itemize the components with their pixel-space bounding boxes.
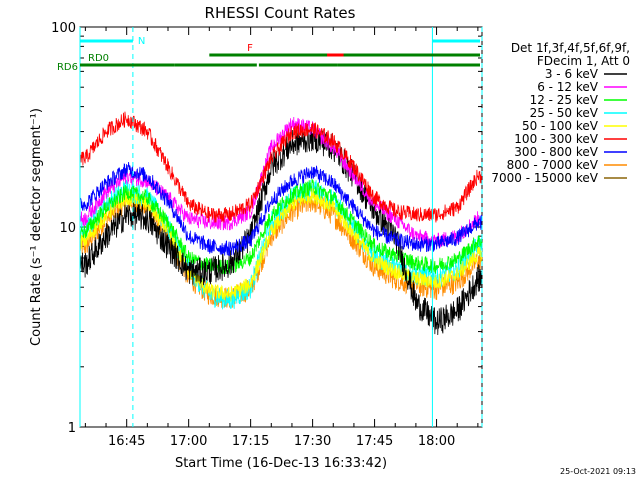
series-line xyxy=(79,179,483,310)
annotation-label: RD0 xyxy=(88,53,109,64)
markers-layer xyxy=(79,27,483,427)
legend-entry-label: 7000 - 15000 keV xyxy=(491,171,598,185)
x-tick-label: 17:00 xyxy=(170,434,207,449)
legend-entry-label: 3 - 6 keV xyxy=(545,67,599,81)
legend-entry-label: 6 - 12 keV xyxy=(537,80,599,94)
y-tick-label: 100 xyxy=(51,21,76,36)
legend-entry-label: 12 - 25 keV xyxy=(530,93,599,107)
x-axis-label: Start Time (16-Dec-13 16:33:42) xyxy=(175,456,387,471)
legend-entry-label: 50 - 100 keV xyxy=(522,119,599,133)
x-tick-label: 16:45 xyxy=(108,434,145,449)
x-tick-label: 17:15 xyxy=(232,434,269,449)
series-line xyxy=(79,178,483,275)
annotation-label: RD6 xyxy=(57,62,78,73)
y-axis-label: Count Rate (s⁻¹ detector segment⁻¹) xyxy=(29,108,44,346)
series-line xyxy=(79,161,483,256)
x-tick-label: 17:30 xyxy=(294,434,331,449)
x-tick-label: 18:00 xyxy=(418,434,455,449)
plot-frame xyxy=(79,26,483,428)
annotation-label: N xyxy=(138,36,145,47)
legend-header: Det 1f,3f,4f,5f,6f,9f, xyxy=(511,41,630,55)
legend: Det 1f,3f,4f,5f,6f,9f,FDecim 1, Att 03 -… xyxy=(491,41,630,185)
annotation-bars: N F RD6 RD0 xyxy=(57,36,480,73)
series-line xyxy=(79,124,483,335)
y-tick-label: 1 xyxy=(68,421,76,436)
legend-header: FDecim 1, Att 0 xyxy=(537,54,630,68)
series-line xyxy=(79,188,483,302)
legend-entry-label: 300 - 800 keV xyxy=(514,145,598,159)
series-line xyxy=(79,111,483,223)
x-tick-label: 17:45 xyxy=(356,434,393,449)
series-layer xyxy=(79,111,483,335)
series-line xyxy=(79,116,483,248)
legend-entry-label: 800 - 7000 keV xyxy=(507,158,599,172)
chart-title: RHESSI Count Rates xyxy=(205,4,356,22)
footer-timestamp: 25-Oct-2021 09:13 xyxy=(560,467,636,476)
annotation-label: F xyxy=(247,43,253,54)
legend-entry-label: 25 - 50 keV xyxy=(530,106,599,120)
x-axis-ticks: 16:45 17:00 17:15 17:30 17:45 18:00 xyxy=(84,27,479,449)
legend-entry-label: 100 - 300 keV xyxy=(514,132,598,146)
y-tick-label: 10 xyxy=(59,221,76,236)
